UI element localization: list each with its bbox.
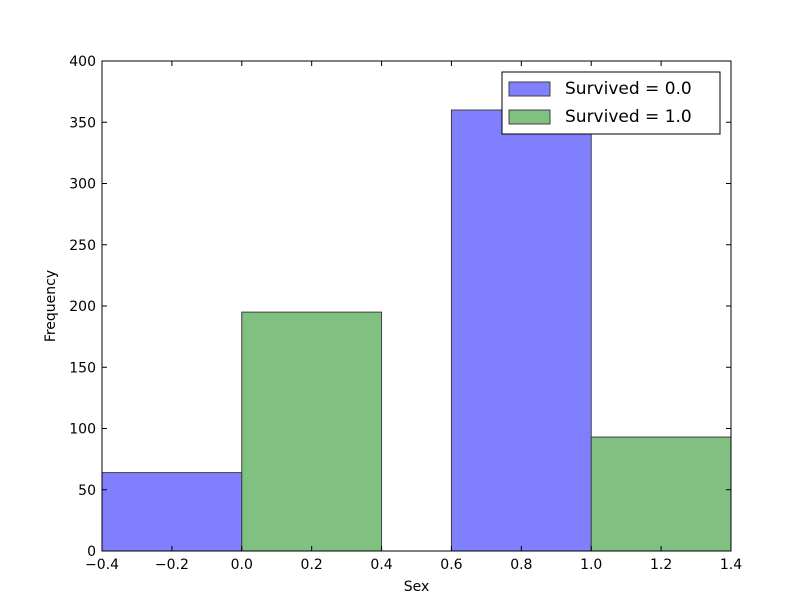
bar-survived-0-0 bbox=[101, 472, 243, 552]
x-tick-label: 1.2 bbox=[650, 557, 672, 573]
legend-swatch-survived-1 bbox=[508, 109, 551, 125]
y-tick-label: 150 bbox=[69, 360, 96, 376]
y-tick-label: 300 bbox=[69, 177, 96, 193]
x-tick-label: 0.6 bbox=[440, 557, 462, 573]
x-axis-title: Sex bbox=[404, 579, 430, 595]
y-tick-label: 350 bbox=[69, 115, 96, 131]
y-tick-label: 400 bbox=[69, 54, 96, 70]
y-tick-label: 250 bbox=[69, 238, 96, 254]
x-tick-label: 1.0 bbox=[580, 557, 602, 573]
y-axis-title: Frequency bbox=[43, 270, 59, 342]
legend-label-survived-0: Survived = 0.0 bbox=[565, 79, 692, 99]
bar-survived-1-1 bbox=[590, 436, 732, 552]
y-tick-label: 0 bbox=[87, 544, 96, 560]
y-tick-label: 200 bbox=[69, 299, 96, 315]
legend-label-survived-1: Survived = 1.0 bbox=[565, 107, 692, 127]
legend-swatch-survived-0 bbox=[508, 81, 551, 97]
x-tick-label: 0.8 bbox=[510, 557, 532, 573]
y-tick-label: 50 bbox=[78, 483, 96, 499]
x-tick-label: 0.0 bbox=[231, 557, 253, 573]
legend: Survived = 0.0 Survived = 1.0 bbox=[501, 71, 721, 135]
x-tick-label: 1.4 bbox=[720, 557, 742, 573]
x-tick-label: 0.2 bbox=[301, 557, 323, 573]
x-tick-label: −0.4 bbox=[85, 557, 119, 573]
y-tick-label: 100 bbox=[69, 422, 96, 438]
bar-survived-1-0 bbox=[241, 311, 383, 552]
bars-layer bbox=[101, 109, 732, 552]
bar-survived-0-1 bbox=[450, 109, 592, 552]
ticks-layer: −0.4 −0.2 0.0 0.2 0.4 0.6 0.8 1.0 1.2 1.4 0 50 100 15… bbox=[69, 54, 742, 573]
x-tick-label: −0.2 bbox=[155, 557, 189, 573]
x-tick-label: 0.4 bbox=[370, 557, 392, 573]
